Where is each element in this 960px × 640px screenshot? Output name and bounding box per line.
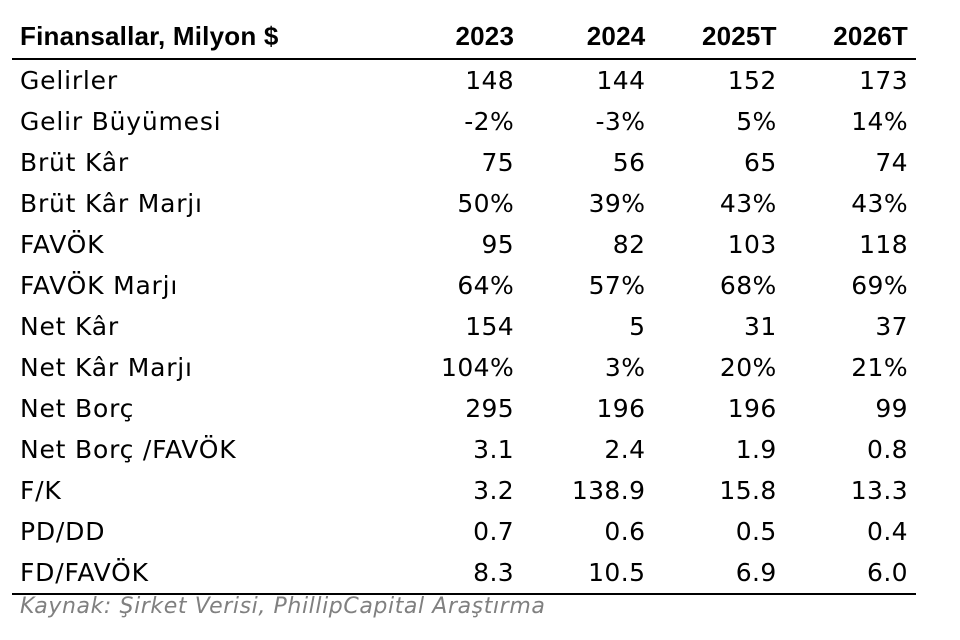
- row-label: Net Kâr Marjı: [20, 353, 193, 382]
- financials-table: Finansallar, Milyon $ 2023 2024 2025T 20…: [12, 14, 916, 595]
- row-value-2025t: 15.8: [719, 476, 777, 505]
- row-value-2023: 64%: [457, 271, 515, 300]
- table-row: FAVÖK 95 82 103 118: [12, 224, 916, 265]
- row-value-2023: 0.7: [473, 517, 515, 546]
- row-value-2026t: 99: [875, 394, 908, 423]
- header-year-2025t: 2025T: [653, 14, 785, 60]
- row-value-2026t: 37: [875, 312, 908, 341]
- table-header-row: Finansallar, Milyon $ 2023 2024 2025T 20…: [12, 14, 916, 60]
- table-row: Brüt Kâr Marjı 50% 39% 43% 43%: [12, 183, 916, 224]
- row-value-2024: 0.6: [604, 517, 646, 546]
- row-value-2024: 3%: [604, 353, 646, 382]
- row-value-2024: 82: [612, 230, 646, 259]
- table-row: Net Kâr 154 5 31 37: [12, 306, 916, 347]
- row-value-2025t: 43%: [719, 189, 777, 218]
- row-value-2025t: 20%: [719, 353, 777, 382]
- row-value-2026t: 0.8: [867, 435, 908, 464]
- row-value-2024: 57%: [588, 271, 646, 300]
- row-label: FAVÖK Marjı: [20, 271, 179, 300]
- table-row: F/K 3.2 138.9 15.8 13.3: [12, 470, 916, 511]
- table-row: Brüt Kâr 75 56 65 74: [12, 142, 916, 183]
- table-row: PD/DD 0.7 0.6 0.5 0.4: [12, 511, 916, 552]
- header-year-2024: 2024: [522, 14, 654, 60]
- row-label: Brüt Kâr Marjı: [20, 189, 203, 218]
- source-note: Kaynak: Şirket Verisi, PhillipCapital Ar…: [20, 594, 546, 619]
- table-row: Gelir Büyümesi -2% -3% 5% 14%: [12, 101, 916, 142]
- row-value-2026t: 21%: [851, 353, 908, 382]
- row-value-2023: -2%: [464, 107, 515, 136]
- financials-table-container: Finansallar, Milyon $ 2023 2024 2025T 20…: [12, 14, 916, 595]
- row-value-2023: 154: [465, 312, 515, 341]
- table-row: Net Borç 295 196 196 99: [12, 388, 916, 429]
- row-value-2025t: 6.9: [653, 552, 785, 595]
- row-value-2024: 144: [596, 66, 646, 95]
- row-label: F/K: [20, 476, 62, 505]
- row-value-2024: -3%: [595, 107, 646, 136]
- row-value-2023: 148: [465, 66, 515, 95]
- row-value-2025t: 103: [727, 230, 777, 259]
- header-year-2026t: 2026T: [784, 14, 916, 60]
- row-value-2024: 39%: [588, 189, 646, 218]
- row-value-2023: 8.3: [390, 552, 523, 595]
- row-value-2026t: 69%: [851, 271, 908, 300]
- row-value-2026t: 13.3: [850, 476, 908, 505]
- row-label: FAVÖK: [20, 230, 105, 259]
- row-value-2025t: 196: [727, 394, 777, 423]
- row-value-2025t: 5%: [736, 107, 777, 136]
- row-value-2023: 3.1: [473, 435, 515, 464]
- row-value-2026t: 14%: [851, 107, 908, 136]
- row-value-2026t: 0.4: [867, 517, 908, 546]
- row-value-2025t: 68%: [719, 271, 777, 300]
- table-row: Net Borç /FAVÖK 3.1 2.4 1.9 0.8: [12, 429, 916, 470]
- table-body: Gelirler 148 144 152 173 Gelir Büyümesi -2% -3%…: [12, 59, 916, 595]
- table-row: Net Kâr Marjı 104% 3% 20% 21%: [12, 347, 916, 388]
- row-label: Brüt Kâr: [20, 148, 129, 177]
- row-value-2026t: 118: [859, 230, 908, 259]
- row-value-2026t: 6.0: [784, 552, 916, 595]
- table-row: FD/FAVÖK 8.3 10.5 6.9 6.0: [12, 552, 916, 595]
- row-label: Gelir Büyümesi: [20, 107, 222, 136]
- row-value-2023: 50%: [457, 189, 515, 218]
- header-label: Finansallar, Milyon $: [12, 14, 391, 60]
- row-label: PD/DD: [20, 517, 106, 546]
- row-value-2023: 95: [481, 230, 515, 259]
- row-value-2023: 295: [465, 394, 515, 423]
- row-value-2024: 2.4: [604, 435, 646, 464]
- row-value-2024: 5: [629, 312, 646, 341]
- row-value-2025t: 1.9: [735, 435, 777, 464]
- row-value-2025t: 152: [727, 66, 777, 95]
- row-value-2023: 75: [481, 148, 515, 177]
- row-label: Net Kâr: [20, 312, 119, 341]
- row-value-2023: 3.2: [473, 476, 515, 505]
- row-label: FD/FAVÖK: [12, 552, 391, 595]
- row-value-2025t: 0.5: [735, 517, 777, 546]
- row-label: Net Borç: [20, 394, 135, 423]
- table-row: FAVÖK Marjı 64% 57% 68% 69%: [12, 265, 916, 306]
- row-value-2026t: 173: [859, 66, 908, 95]
- row-value-2025t: 31: [744, 312, 777, 341]
- row-value-2024: 10.5: [522, 552, 654, 595]
- row-label: Gelirler: [20, 66, 118, 95]
- row-value-2026t: 74: [875, 148, 908, 177]
- table-row: Gelirler 148 144 152 173: [12, 59, 916, 101]
- header-year-2023: 2023: [390, 14, 523, 60]
- row-value-2024: 196: [596, 394, 646, 423]
- row-value-2025t: 65: [744, 148, 777, 177]
- row-label: Net Borç /FAVÖK: [20, 435, 237, 464]
- row-value-2024: 138.9: [571, 476, 646, 505]
- row-value-2023: 104%: [441, 353, 515, 382]
- row-value-2024: 56: [612, 148, 646, 177]
- row-value-2026t: 43%: [851, 189, 908, 218]
